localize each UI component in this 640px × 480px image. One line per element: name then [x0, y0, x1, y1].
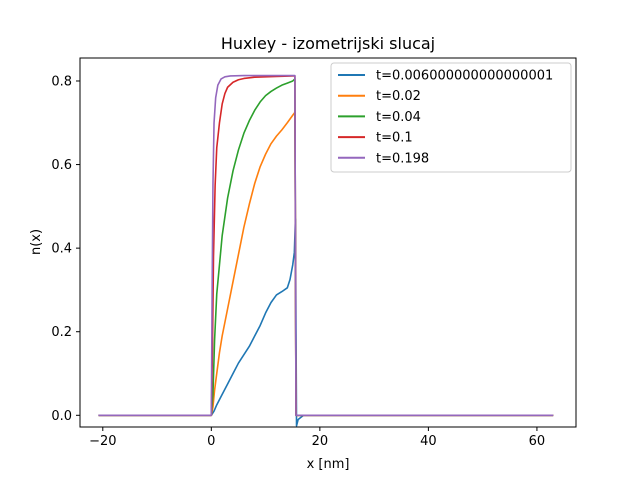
y-tick-label: 0.0	[51, 409, 72, 424]
chart-title: Huxley - izometrijski slucaj	[221, 34, 435, 53]
legend-label: t=0.1	[376, 131, 413, 146]
series-line-5	[98, 74, 554, 417]
x-axis-label: x [nm]	[307, 457, 350, 472]
x-tick-label: 0	[207, 434, 215, 449]
legend-label: t=0.198	[376, 151, 429, 166]
legend-box	[330, 62, 572, 173]
legend-label: t=0.04	[376, 110, 421, 125]
x-tick-label: 20	[312, 434, 329, 449]
legend-label: t=0.006000000000000001	[376, 69, 553, 84]
y-tick-label: 0.6	[51, 158, 72, 173]
plot-frame	[79, 57, 577, 428]
series-line-2	[98, 111, 554, 417]
legend-label: t=0.02	[376, 89, 421, 104]
y-tick-label: 0.2	[51, 325, 72, 340]
legend: t=0.006000000000000001 t=0.02 t=0.04 t=0.1 t…	[330, 62, 572, 173]
y-axis-label: n(x)	[29, 229, 44, 255]
x-tick-label: 60	[529, 434, 546, 449]
series-layer	[98, 74, 554, 427]
y-tick-label: 0.4	[51, 242, 72, 257]
ticks-layer: −20 0 20 40 60 0.0 0.2 0.4 0.6 0.8	[51, 74, 545, 449]
y-tick-label: 0.8	[51, 74, 72, 89]
x-tick-label: 40	[420, 434, 437, 449]
series-line-3	[98, 78, 554, 417]
x-tick-label: −20	[89, 434, 116, 449]
